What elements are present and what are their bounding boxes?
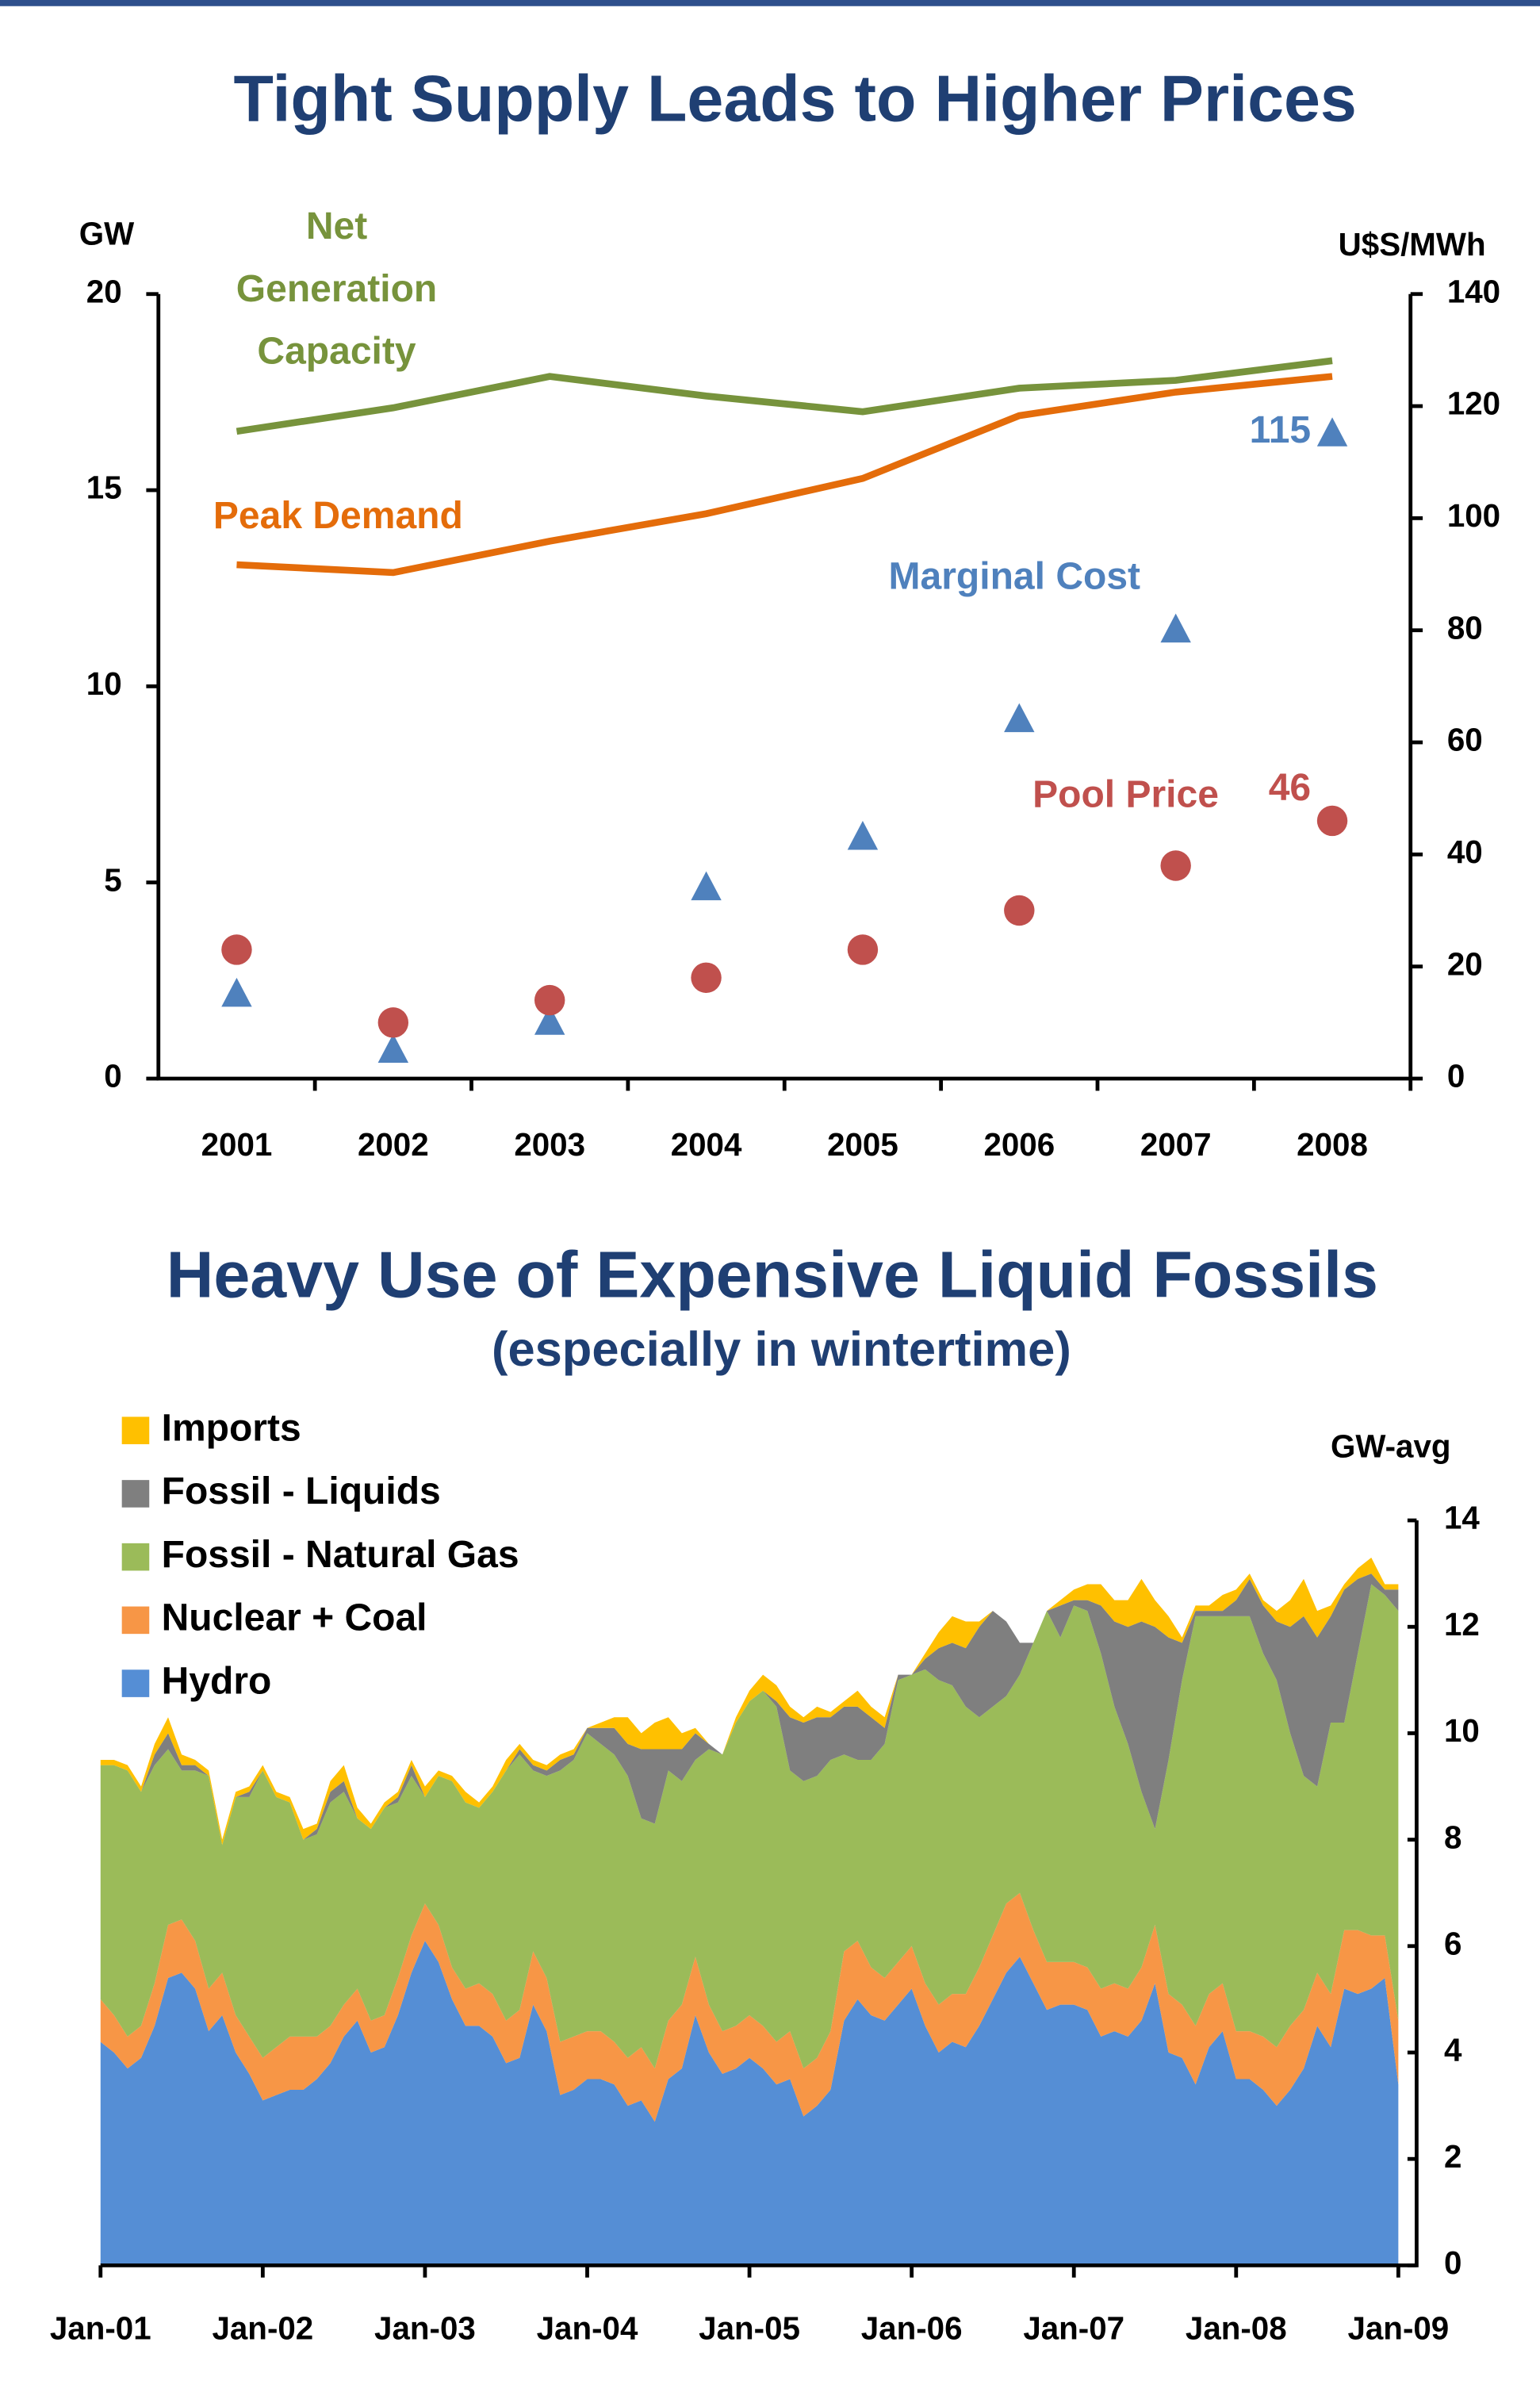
legend-swatch — [121, 1669, 150, 1697]
legend-label: Hydro — [162, 1660, 272, 1702]
x-tick-label: 2006 — [983, 1126, 1055, 1163]
y2-tick-label: 0 — [1447, 1058, 1465, 1094]
legend-label: Imports — [162, 1407, 301, 1449]
legend-label: Nuclear + Coal — [162, 1597, 427, 1639]
y-tick-label: 6 — [1444, 1925, 1461, 1961]
x-tick-label: Jan-02 — [212, 2310, 313, 2347]
marker — [377, 1033, 409, 1064]
y-tick-label: 0 — [104, 1058, 121, 1094]
chart-title: Tight Supply Leads to Higher Prices — [234, 61, 1357, 135]
legend-swatch — [121, 1606, 150, 1635]
marker — [847, 821, 879, 850]
x-tick-label: 2004 — [671, 1126, 742, 1163]
series-label-line: Generation — [236, 268, 437, 310]
series-label-line: Capacity — [257, 330, 416, 372]
legend-swatch — [121, 1416, 150, 1445]
x-tick-label: 2005 — [827, 1126, 898, 1163]
x-tick-label: Jan-09 — [1347, 2310, 1449, 2347]
marker — [1004, 703, 1035, 733]
marker — [1004, 895, 1035, 926]
x-tick-label: Jan-06 — [861, 2310, 963, 2347]
chart-subtitle: (especially in wintertime) — [492, 1322, 1071, 1377]
marker — [847, 934, 879, 965]
line — [236, 373, 1333, 577]
y-tick-label: 5 — [104, 861, 121, 898]
area — [100, 1584, 1399, 2069]
series-label-line: Net — [306, 205, 367, 247]
marker — [534, 984, 565, 1016]
series-label: Pool Price — [1032, 773, 1219, 815]
y2-tick-label: 40 — [1447, 834, 1483, 870]
y-axis-label: GW — [79, 215, 135, 251]
x-tick-label: Jan-05 — [699, 2310, 800, 2347]
x-tick-label: 2003 — [514, 1126, 585, 1163]
marker — [1160, 850, 1191, 881]
x-tick-label: 2008 — [1297, 1126, 1368, 1163]
series-label: Net Generation Capacity — [236, 205, 437, 373]
y-tick-label: 14 — [1444, 1500, 1480, 1536]
y-tick-label: 8 — [1444, 1819, 1461, 1855]
y2-tick-label: 100 — [1447, 497, 1500, 534]
marker — [691, 871, 722, 901]
data-label: 115 — [1250, 409, 1311, 451]
legend-label: Fossil - Natural Gas — [162, 1534, 519, 1576]
marker — [1316, 805, 1348, 837]
x-tick-label: Jan-04 — [537, 2310, 638, 2347]
series-label: Peak Demand — [213, 495, 463, 537]
area — [100, 1573, 1399, 1846]
y-tick-label: 10 — [86, 665, 122, 702]
y-tick-label: 4 — [1444, 2032, 1462, 2068]
y-tick-label: 0 — [1444, 2244, 1461, 2281]
y2-tick-label: 60 — [1447, 722, 1483, 758]
area — [100, 1941, 1399, 2266]
marker — [221, 977, 252, 1007]
y-tick-label: 15 — [86, 470, 122, 506]
x-tick-label: 2001 — [201, 1126, 273, 1163]
chart-title: Heavy Use of Expensive Liquid Fossils — [167, 1237, 1378, 1311]
y-tick-label: 12 — [1444, 1606, 1480, 1642]
y2-axis-label: U$S/MWh — [1339, 226, 1486, 263]
line — [236, 357, 1333, 435]
marker — [1316, 417, 1348, 447]
y-tick-label: 10 — [1444, 1712, 1480, 1749]
legend-swatch — [121, 1543, 150, 1571]
marker — [221, 934, 252, 965]
legend-swatch — [121, 1480, 150, 1508]
x-tick-label: Jan-07 — [1023, 2310, 1124, 2347]
y-tick-label: 20 — [86, 273, 122, 309]
marker — [534, 1006, 565, 1035]
y2-tick-label: 20 — [1447, 945, 1483, 982]
legend-label: Fossil - Liquids — [162, 1470, 441, 1512]
y-tick-label: 2 — [1444, 2138, 1461, 2175]
y2-tick-label: 120 — [1447, 385, 1500, 422]
data-label: 46 — [1269, 767, 1311, 809]
series-label: Marginal Cost — [889, 556, 1140, 598]
x-tick-label: Jan-03 — [374, 2310, 476, 2347]
marker — [691, 962, 722, 994]
area — [100, 1558, 1399, 1846]
marker — [1160, 613, 1191, 643]
area — [100, 1892, 1399, 2122]
y2-tick-label: 140 — [1447, 273, 1500, 309]
x-tick-label: 2007 — [1140, 1126, 1212, 1163]
x-tick-label: Jan-08 — [1186, 2310, 1287, 2347]
y-axis-label: GW-avg — [1331, 1428, 1451, 1464]
marker — [377, 1007, 409, 1038]
x-tick-label: 2002 — [358, 1126, 429, 1163]
x-tick-label: Jan-01 — [50, 2310, 151, 2347]
y2-tick-label: 80 — [1447, 609, 1483, 646]
